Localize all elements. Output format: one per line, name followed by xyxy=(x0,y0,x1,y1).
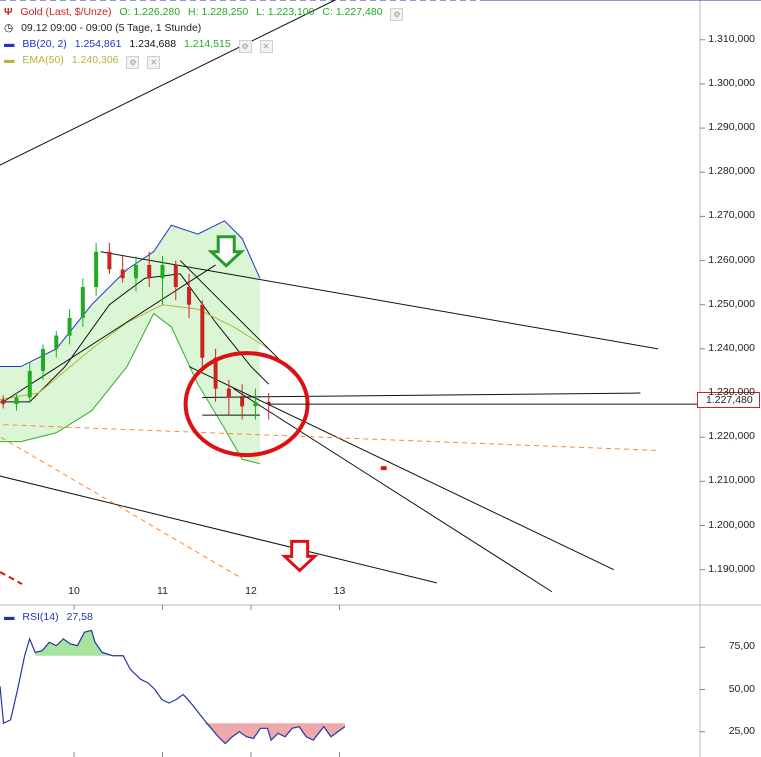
trend-line xyxy=(100,251,659,350)
candle-body xyxy=(253,401,258,407)
bb-upper-value: 1.254,861 xyxy=(74,38,122,50)
clock-icon: ◷ xyxy=(4,22,14,34)
rsi-value: 27,58 xyxy=(66,611,93,623)
y-tick-label: 1.230,000 xyxy=(708,386,755,399)
red-dashed-line xyxy=(0,571,23,585)
x-tick-label: 13 xyxy=(333,585,346,597)
y-tick-label: 1.210,000 xyxy=(708,474,755,487)
candle-body xyxy=(14,397,19,405)
candle-body xyxy=(67,317,72,336)
legend-price: Ψ Gold (Last, $/Unze) O: 1.226,280 H: 1.… xyxy=(4,4,408,21)
y-tick-label: 1.220,000 xyxy=(708,430,755,443)
candle-body xyxy=(54,335,59,349)
ema-value: 1.240,306 xyxy=(71,54,119,66)
candle-body xyxy=(80,287,85,318)
y-tick-label: 1.290,000 xyxy=(708,121,755,134)
settings-icon[interactable]: ⚙ xyxy=(390,8,404,21)
candle-body xyxy=(27,370,32,398)
legend-title: Gold (Last, $/Unze) xyxy=(20,6,112,18)
close-icon[interactable]: ✕ xyxy=(147,56,161,69)
rsi-tick-label: 50,00 xyxy=(728,682,755,695)
settings-icon[interactable]: ⚙ xyxy=(238,40,252,53)
candle-body xyxy=(94,251,99,288)
legend-period-text: 09.12 09:00 - 09:00 (5 Tage, 1 Stunde) xyxy=(21,22,202,34)
trend-line xyxy=(0,0,336,166)
down-arrow-red-icon xyxy=(280,539,319,573)
candle-body xyxy=(120,269,125,279)
ema-line xyxy=(0,304,269,400)
trend-line xyxy=(2,264,216,403)
ema-swatch-icon: ▬ xyxy=(4,54,15,66)
bb-lower-line xyxy=(0,312,260,465)
candle-body xyxy=(200,304,205,358)
candle-body xyxy=(1,399,6,405)
ema-label: EMA(50) xyxy=(22,54,64,66)
y-tick-label: 1.280,000 xyxy=(708,165,755,178)
legend-high: H: 1.228,250 xyxy=(188,6,249,18)
y-tick-label: 1.250,000 xyxy=(708,297,755,310)
last-price-tag: 1.227,480 xyxy=(697,392,760,408)
candle-body xyxy=(213,357,218,389)
rsi-line xyxy=(0,629,346,745)
price-pane xyxy=(0,0,761,610)
legend-ema: ▬ EMA(50) 1.240,306 ⚙ ✕ xyxy=(4,52,165,69)
y-tick-label: 1.240,000 xyxy=(708,341,755,354)
legend-low: L: 1.223,100 xyxy=(256,6,315,18)
legend-close: C: 1.227,480 xyxy=(322,6,383,18)
bb-label: BB(20, 2) xyxy=(22,38,67,50)
x-tick-label: 12 xyxy=(245,585,257,597)
rsi-pane xyxy=(0,605,705,757)
candle-body xyxy=(266,401,271,405)
candle-body xyxy=(240,397,245,407)
rsi-label: RSI(14) xyxy=(22,611,59,623)
x-tick-label: 11 xyxy=(157,585,168,597)
trend-line xyxy=(202,392,641,398)
down-arrow-green-icon xyxy=(207,235,246,268)
dashed-level-line xyxy=(0,424,659,451)
bb-mid-value: 1.234,688 xyxy=(129,38,177,50)
y-tick-label: 1.260,000 xyxy=(708,253,755,266)
rsi-tick-label: 25,00 xyxy=(728,724,755,737)
candle-body xyxy=(160,264,165,279)
trend-line xyxy=(188,366,615,571)
candle-body xyxy=(147,264,152,279)
candle-body xyxy=(133,264,138,279)
trend-line xyxy=(0,475,437,584)
y-tick-label: 1.300,000 xyxy=(708,76,755,89)
close-icon[interactable]: ✕ xyxy=(259,40,273,53)
bb-lower-value: 1.214,515 xyxy=(183,38,231,50)
trend-line xyxy=(233,388,553,593)
candle-body xyxy=(187,287,192,305)
legend-bb: ▬ BB(20, 2) 1.254,861 1.234,688 1.214,51… xyxy=(4,36,278,53)
y-tick-label: 1.200,000 xyxy=(708,518,755,531)
legend-rsi: ▬ RSI(14) 27,58 xyxy=(4,609,98,625)
rsi-tick-label: 75,00 xyxy=(728,640,755,653)
legend-period: ◷ 09.12 09:00 - 09:00 (5 Tage, 1 Stunde) xyxy=(4,20,206,36)
dashed-level-line xyxy=(0,436,243,579)
bb-swatch-icon: ▬ xyxy=(4,38,15,50)
gold-icon: Ψ xyxy=(4,6,13,18)
y-tick-label: 1.270,000 xyxy=(708,209,755,222)
trend-line xyxy=(179,260,296,376)
settings-icon[interactable]: ⚙ xyxy=(126,56,140,69)
rsi-swatch-icon: ▬ xyxy=(4,611,15,623)
candle-body xyxy=(226,388,231,398)
candle-body xyxy=(173,264,178,288)
candle-body xyxy=(41,348,46,371)
legend-open: O: 1.226,280 xyxy=(119,6,181,18)
candle-body xyxy=(107,251,112,270)
y-tick-label: 1.310,000 xyxy=(708,32,755,45)
y-tick-label: 1.190,000 xyxy=(708,562,755,575)
red-marker xyxy=(380,466,387,471)
bb-fill xyxy=(0,220,260,464)
x-tick-label: 10 xyxy=(68,585,80,597)
